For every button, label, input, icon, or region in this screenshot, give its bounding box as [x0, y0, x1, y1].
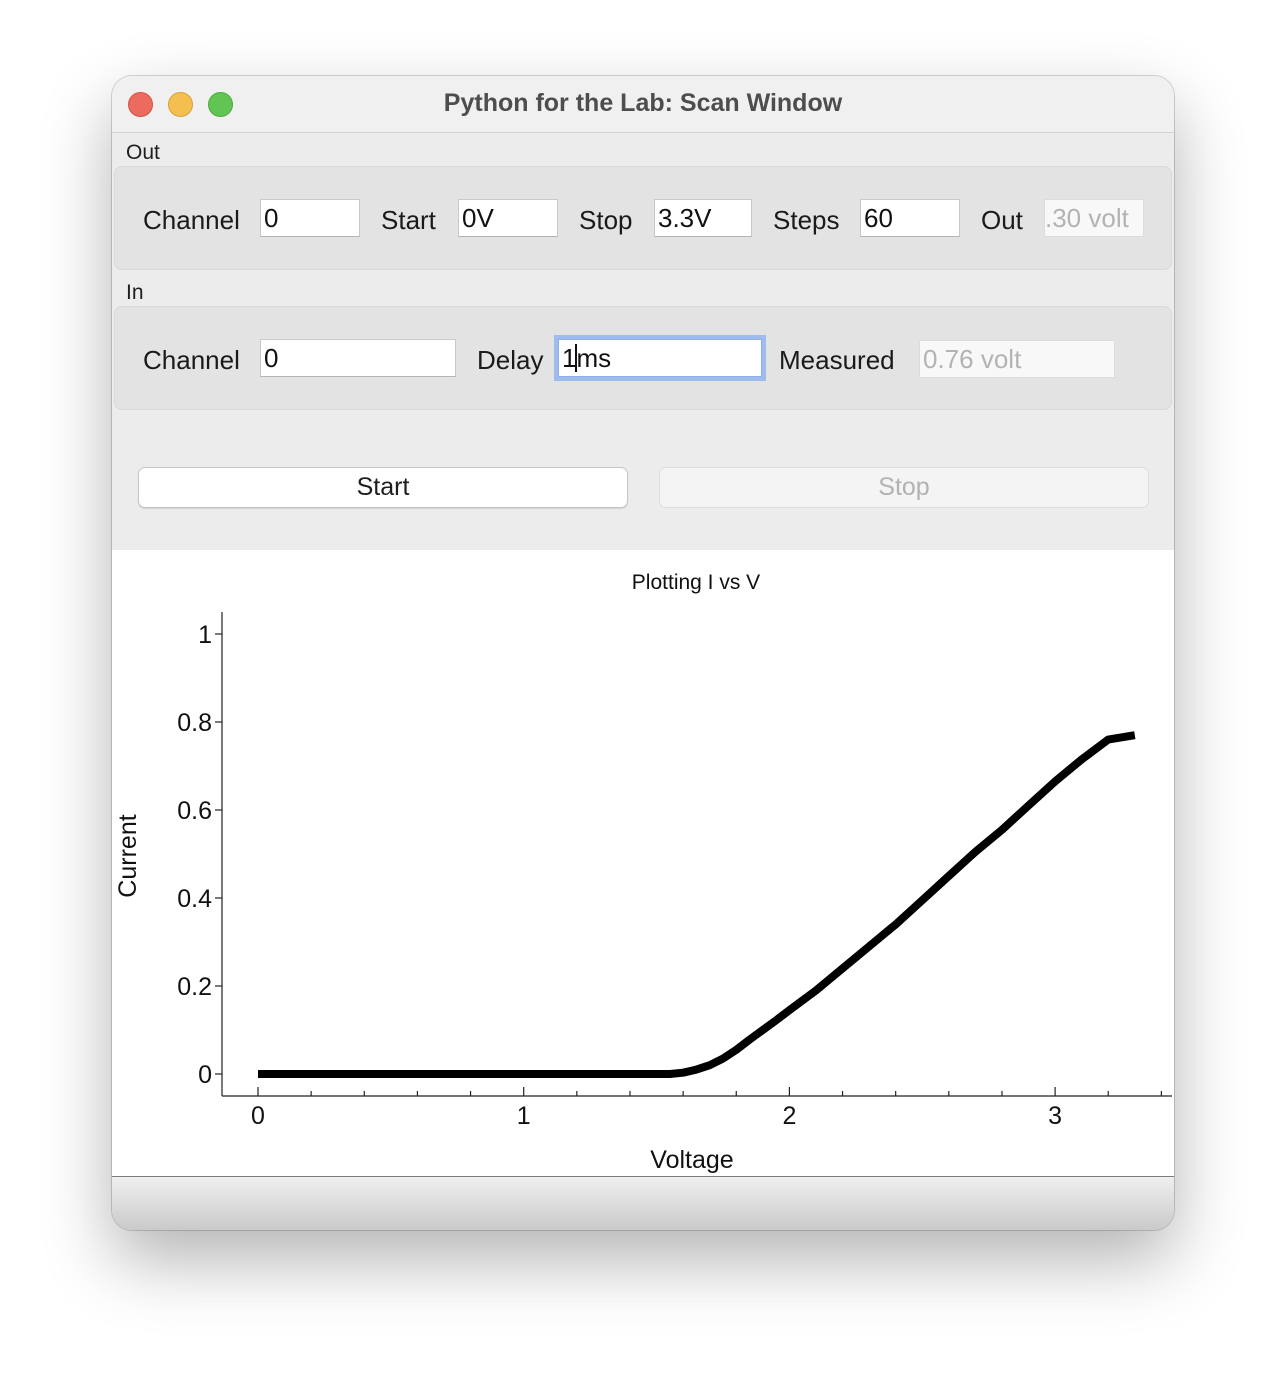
- x-axis-label: Voltage: [650, 1146, 733, 1174]
- title-bar[interactable]: Python for the Lab: Scan Window: [112, 76, 1174, 133]
- delay-text-after-caret: ms: [576, 343, 612, 373]
- delay-text-before-caret: 1: [562, 343, 577, 373]
- steps-label: Steps: [773, 205, 840, 235]
- out-value-label: Out: [981, 205, 1023, 235]
- stop-scan-button: Stop: [659, 467, 1149, 508]
- delay-label: Delay: [477, 345, 544, 375]
- y-tick-label: 0.4: [177, 885, 212, 913]
- measured-label: Measured: [779, 345, 895, 375]
- stop-voltage-input[interactable]: 3.3V: [654, 199, 752, 237]
- start-voltage-label: Start: [381, 205, 436, 235]
- in-group: Channel 0 Delay 1ms Measured 0.76 volt: [114, 306, 1172, 410]
- out-value-display: .30 volt: [1044, 199, 1144, 237]
- delay-input[interactable]: 1ms: [558, 339, 762, 377]
- plot-title: Plotting I vs V: [632, 571, 760, 594]
- out-channel-label: Channel: [143, 205, 240, 235]
- y-tick-label: 0.8: [177, 709, 212, 737]
- iv-plot[interactable]: Plotting I vs V 0 0.2 0.4 0.6 0.8 1 0 1 2 3 Volt…: [112, 550, 1174, 1176]
- steps-input[interactable]: 60: [860, 199, 960, 237]
- y-axis-label: Current: [114, 814, 142, 897]
- in-channel-label: Channel: [143, 345, 240, 375]
- out-group-label: Out: [126, 141, 160, 164]
- start-scan-button[interactable]: Start: [138, 467, 628, 508]
- in-channel-input[interactable]: 0: [260, 339, 456, 377]
- stop-voltage-label: Stop: [579, 205, 633, 235]
- current-voltage-series: [258, 731, 1136, 1078]
- x-tick-label: 3: [1048, 1102, 1062, 1130]
- y-axis-ticks: 0 0.2 0.4 0.6 0.8 1: [177, 621, 222, 1089]
- zoom-window-button[interactable]: [208, 92, 233, 117]
- measured-value-display: 0.76 volt: [919, 340, 1115, 378]
- in-group-label: In: [126, 281, 144, 304]
- scan-window: Python for the Lab: Scan Window Out Chan…: [112, 76, 1174, 1230]
- bottom-bar: [112, 1176, 1174, 1230]
- x-tick-label: 1: [517, 1102, 531, 1130]
- x-axis-ticks: 0 1 2 3: [251, 1087, 1162, 1130]
- out-group: Channel 0 Start 0V Stop 3.3V Steps 60 Ou…: [114, 166, 1172, 270]
- y-tick-label: 1: [198, 621, 212, 649]
- window-title: Python for the Lab: Scan Window: [443, 89, 843, 117]
- text-caret: [575, 344, 578, 372]
- x-tick-label: 0: [251, 1102, 265, 1130]
- close-window-button[interactable]: [128, 92, 153, 117]
- start-voltage-input[interactable]: 0V: [458, 199, 558, 237]
- y-tick-label: 0.2: [177, 973, 212, 1001]
- out-channel-input[interactable]: 0: [260, 199, 360, 237]
- y-tick-label: 0.6: [177, 797, 212, 825]
- plot-area[interactable]: Plotting I vs V 0 0.2 0.4 0.6 0.8 1 0 1 2 3 Volt…: [112, 550, 1174, 1176]
- minimize-window-button[interactable]: [168, 92, 193, 117]
- x-tick-label: 2: [782, 1102, 796, 1130]
- y-tick-label: 0: [198, 1061, 212, 1089]
